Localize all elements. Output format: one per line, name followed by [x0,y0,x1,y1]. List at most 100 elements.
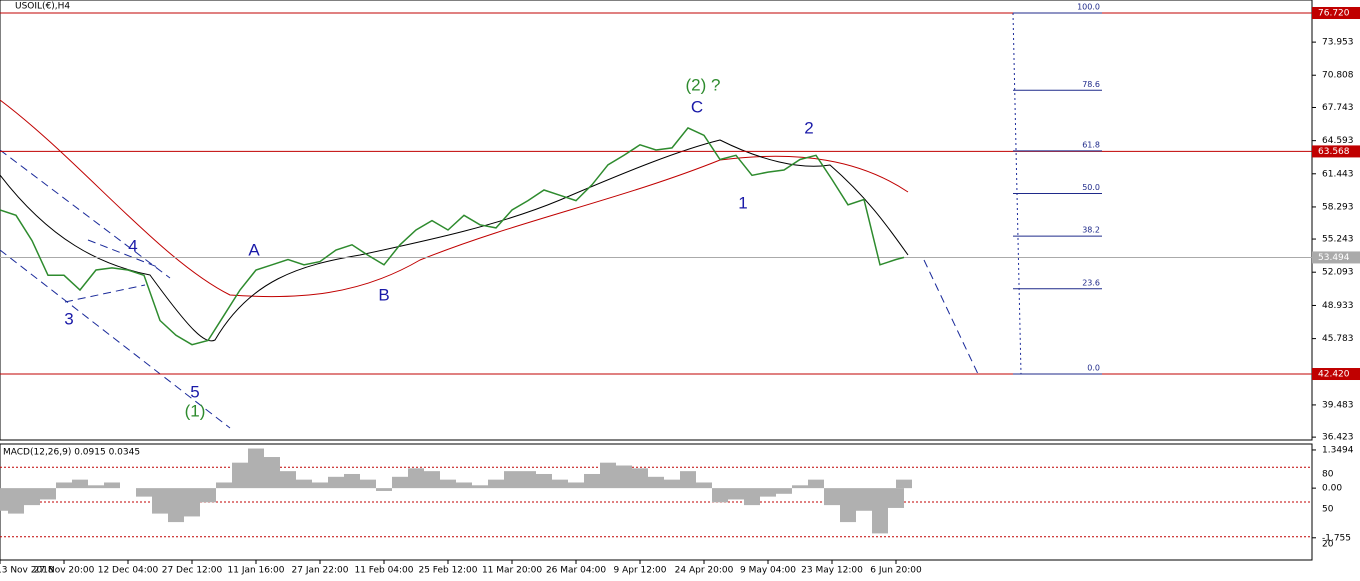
macd-bar [856,488,872,511]
x-tick-label: 11 Feb 04:00 [354,566,413,576]
macd-bar [136,488,152,497]
macd-bar [376,488,392,491]
fib-label: 50.0 [1082,183,1100,192]
macd-bar [56,482,72,489]
y-tick-label: 52.093 [1322,268,1354,278]
macd-bar [696,482,712,489]
macd-bar [200,488,216,503]
macd-bar [472,485,488,489]
macd-tick-label: 1.3494 [1322,445,1354,455]
macd-bar [536,473,552,489]
macd-bar [808,479,824,489]
macd-bar [40,488,56,500]
macd-bar [104,482,120,489]
y-tick-label: 55.243 [1322,235,1354,245]
wave-label: C [691,97,703,116]
price-label: 63.568 [1318,147,1350,157]
macd-bar [632,468,648,489]
macd-bar [896,479,912,489]
x-tick-label: 24 Apr 20:00 [675,566,734,576]
main-panel [0,0,1313,441]
x-tick-label: 27 Dec 12:00 [162,566,223,576]
x-tick-label: 9 Apr 12:00 [614,566,667,576]
x-tick-label: 12 Dec 04:00 [98,566,159,576]
macd-bar [792,485,808,489]
macd-bar [8,488,24,514]
macd-bar [680,471,696,489]
x-tick-label: 13 Nov 2018 [0,566,54,576]
wave-label: B [378,285,389,304]
x-tick-label: 27 Nov 20:00 [34,566,95,576]
macd-bar [488,479,504,489]
x-tick-label: 11 Mar 20:00 [482,566,542,576]
macd-bar [248,448,264,489]
macd-bar [232,462,248,489]
fib-label: 100.0 [1077,2,1100,11]
price-label: 42.420 [1318,370,1350,380]
macd-bar [152,488,168,514]
macd-bar [344,473,360,489]
wave-label: A [248,240,260,259]
macd-bar [616,465,632,489]
macd-bar [168,488,184,523]
macd-bar [360,479,376,489]
y-tick-label: 61.443 [1322,169,1354,179]
macd-bar [312,482,328,489]
macd-bar [744,488,760,506]
macd-tick-label: 0.00 [1322,484,1342,494]
macd-bar [72,479,88,489]
price-label: 76.720 [1318,8,1350,18]
fib-label: 23.6 [1082,278,1100,287]
macd-bar [280,471,296,489]
macd-bar [888,488,904,508]
macd-bar [520,471,536,489]
macd-bar [264,457,280,489]
fib-label: 0.0 [1087,364,1100,373]
x-tick-label: 6 Jun 20:00 [870,566,922,576]
wave-label: 2 [804,118,813,137]
chart-title: USOIL(€),H4 [15,2,70,12]
macd-bar [760,488,776,497]
y-tick-label: 58.293 [1322,202,1354,212]
macd-bar [440,479,456,489]
moving-average [0,139,909,342]
macd-bar [600,462,616,489]
fib-label: 38.2 [1082,226,1100,235]
y-tick-label: 39.483 [1322,400,1354,410]
x-tick-label: 23 May 12:00 [801,566,863,576]
macd-title: MACD(12,26,9) 0.0915 0.0345 [3,448,140,458]
macd-bar [648,476,664,489]
price-label-box [1312,251,1360,264]
level-label: 80 [1322,470,1334,480]
macd-bar [216,482,232,489]
macd-bar [0,488,8,511]
price-line-series [0,126,905,346]
trendlines [0,149,979,429]
macd-bar [712,488,728,503]
macd-bar [872,488,888,534]
fib-label: 61.8 [1082,140,1100,149]
price-label-box [1312,145,1360,158]
y-tick-label: 73.953 [1322,38,1354,48]
macd-bar [728,488,744,500]
fib-label: 78.6 [1082,80,1100,89]
macd-bar [24,488,40,506]
macd-bar [328,476,344,489]
y-tick-label: 64.593 [1322,136,1354,146]
wave-label: (1) [185,401,206,420]
y-tick-label: 48.933 [1322,301,1354,311]
y-tick-label: 67.743 [1322,103,1354,113]
macd-bar [424,471,440,489]
macd-bar [456,482,472,489]
price-label: 53.494 [1318,253,1350,263]
x-tick-label: 11 Jan 16:00 [228,566,285,576]
macd-bar [392,476,408,489]
wave-label: 4 [128,236,137,255]
macd-bar [408,468,424,489]
x-tick-label: 26 Mar 04:00 [546,566,606,576]
level-label: 20 [1322,539,1334,549]
macd-tick-label: -1.755 [1322,533,1351,543]
price-label-box [1312,6,1360,19]
macd-bar [184,488,200,517]
